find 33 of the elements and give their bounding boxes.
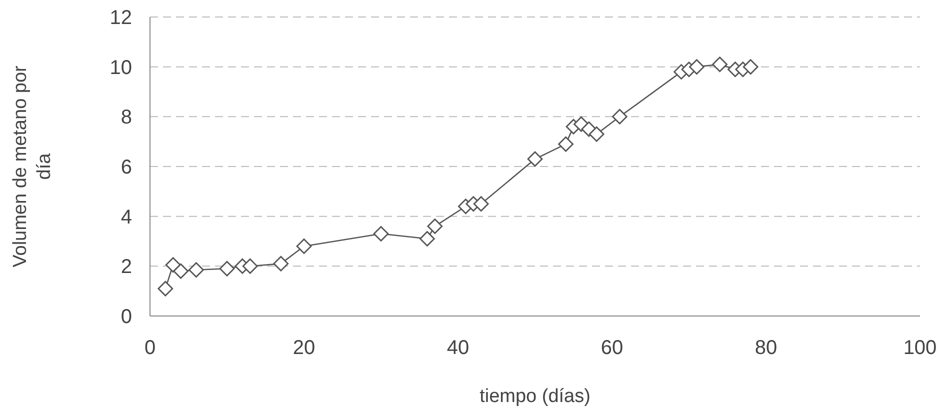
y-tick-label: 2: [120, 256, 132, 278]
x-tick-label: 40: [446, 337, 470, 359]
x-tick-label: 100: [903, 337, 937, 359]
x-axis-title: tiempo (días): [480, 386, 590, 407]
point: [373, 226, 389, 242]
y-tick-label: 10: [110, 56, 132, 79]
y-tick-label: 8: [120, 106, 132, 129]
point: [689, 59, 704, 75]
point: [173, 263, 188, 279]
point: [242, 258, 258, 274]
point: [558, 136, 574, 152]
point: [273, 256, 289, 272]
point: [219, 260, 235, 276]
point: [527, 151, 543, 167]
point: [473, 196, 489, 212]
point: [158, 280, 174, 296]
x-tick-label: 60: [600, 337, 624, 359]
point: [420, 231, 435, 246]
y-tick-label: 12: [110, 7, 132, 29]
point: [588, 126, 604, 142]
point: [612, 108, 628, 124]
y-tick-label: 0: [120, 306, 132, 328]
point: [427, 218, 443, 234]
point: [742, 59, 758, 75]
point: [296, 238, 312, 254]
point: [188, 262, 204, 278]
point: [712, 56, 728, 72]
x-tick-label: 0: [144, 337, 156, 359]
y-axis-title: Volumen de metano por día: [10, 64, 55, 268]
y-tick-label: 6: [120, 156, 132, 178]
x-tick-label: 20: [292, 337, 316, 359]
y-tick-label: 4: [120, 206, 132, 228]
x-tick-label: 80: [754, 337, 778, 359]
